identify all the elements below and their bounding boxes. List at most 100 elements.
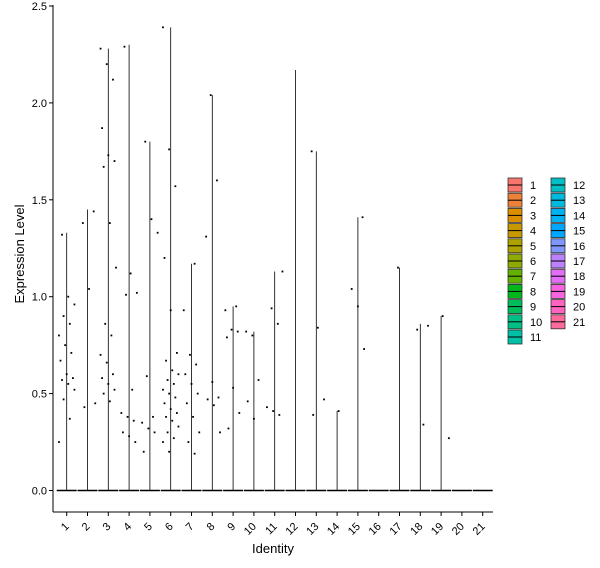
data-point xyxy=(72,377,74,379)
legend-item-4: 4 xyxy=(507,223,536,239)
violin-13 xyxy=(306,150,327,492)
data-point xyxy=(176,352,178,354)
x-tick-label: 1 xyxy=(59,521,72,534)
data-point xyxy=(101,127,103,129)
data-point xyxy=(361,216,364,219)
data-point xyxy=(205,235,207,238)
data-point xyxy=(135,291,138,294)
violin-19 xyxy=(431,315,452,492)
x-tick-label: 18 xyxy=(408,521,425,538)
data-point xyxy=(230,328,233,331)
legend-label: 5 xyxy=(530,241,536,253)
data-point xyxy=(363,348,365,350)
data-point xyxy=(185,402,188,405)
data-point xyxy=(174,185,177,188)
data-point xyxy=(216,179,218,182)
data-point xyxy=(92,210,95,213)
legend-label: 8 xyxy=(530,286,536,298)
data-point xyxy=(312,414,315,416)
violin-6 xyxy=(160,26,181,492)
legend-label: 14 xyxy=(573,210,585,222)
legend-label: 12 xyxy=(573,180,585,192)
x-tick-label: 12 xyxy=(283,521,300,538)
data-point xyxy=(182,309,185,312)
data-point xyxy=(126,415,129,418)
data-point xyxy=(190,383,193,385)
data-point xyxy=(102,392,105,395)
legend-item-6: 6 xyxy=(507,253,536,269)
legend-item-21: 21 xyxy=(550,314,585,330)
legend-label: 18 xyxy=(573,271,585,283)
violin-9 xyxy=(223,305,244,492)
x-axis: 1 2 3 4 5 6 7 8 9 10 11 12 13 14 15 16 17 18 19 20 21 xyxy=(53,511,493,538)
data-point xyxy=(128,435,130,438)
data-point xyxy=(62,315,65,317)
data-point xyxy=(101,377,103,379)
data-point xyxy=(166,431,169,434)
data-point xyxy=(122,431,124,434)
data-point xyxy=(232,386,234,389)
violin-12 xyxy=(285,69,306,492)
legend-item-17: 17 xyxy=(550,253,585,269)
data-point xyxy=(172,437,175,440)
data-point xyxy=(238,412,241,414)
data-point xyxy=(62,398,65,401)
x-tick-label: 15 xyxy=(346,521,363,538)
data-point xyxy=(427,324,429,327)
data-point xyxy=(276,322,279,325)
data-point xyxy=(142,450,145,453)
data-point xyxy=(110,334,113,337)
data-point xyxy=(152,415,154,418)
y-tick-label: 0.5 xyxy=(32,389,47,401)
x-tick-label: 2 xyxy=(80,521,93,534)
violin-10 xyxy=(243,330,264,492)
x-axis-label: Identity xyxy=(252,541,294,556)
data-point xyxy=(64,344,67,347)
violin-7 xyxy=(181,262,202,492)
data-point xyxy=(67,295,70,298)
x-tick-label: 13 xyxy=(304,521,321,538)
data-point xyxy=(156,231,159,234)
legend-item-14: 14 xyxy=(550,207,585,223)
x-tick-label: 6 xyxy=(163,521,176,534)
legend-label: 19 xyxy=(573,286,585,298)
violin-8 xyxy=(202,94,223,492)
violin-11 xyxy=(264,270,285,492)
data-point xyxy=(224,309,227,312)
legend-label: 20 xyxy=(573,302,585,314)
legend-label: 16 xyxy=(573,241,585,253)
legend-label: 21 xyxy=(573,317,585,329)
data-point xyxy=(145,375,148,378)
data-point xyxy=(350,288,353,290)
legend-item-20: 20 xyxy=(550,299,585,315)
violin-4 xyxy=(119,44,140,492)
data-point xyxy=(61,379,63,381)
data-point xyxy=(107,154,110,157)
data-point xyxy=(176,412,178,414)
data-point xyxy=(172,383,175,385)
data-point xyxy=(99,47,102,50)
x-tick-label: 11 xyxy=(263,521,280,538)
data-point xyxy=(65,373,68,376)
legend-item-10: 10 xyxy=(507,314,542,330)
data-point xyxy=(150,218,153,221)
data-point xyxy=(73,388,76,391)
data-point xyxy=(193,262,196,265)
data-point xyxy=(70,352,73,354)
data-point xyxy=(168,450,171,453)
legend-label: 13 xyxy=(573,195,585,207)
data-point xyxy=(112,373,114,376)
data-point xyxy=(105,361,108,364)
data-point xyxy=(416,328,419,331)
x-tick-label: 19 xyxy=(429,521,446,538)
legend-item-11: 11 xyxy=(507,329,541,345)
data-point xyxy=(162,441,164,443)
x-tick-label: 9 xyxy=(225,521,238,534)
data-point xyxy=(211,381,214,383)
data-point xyxy=(113,388,116,391)
data-point xyxy=(281,270,284,273)
data-point xyxy=(246,400,249,403)
data-point xyxy=(112,78,114,81)
data-point xyxy=(123,45,126,48)
